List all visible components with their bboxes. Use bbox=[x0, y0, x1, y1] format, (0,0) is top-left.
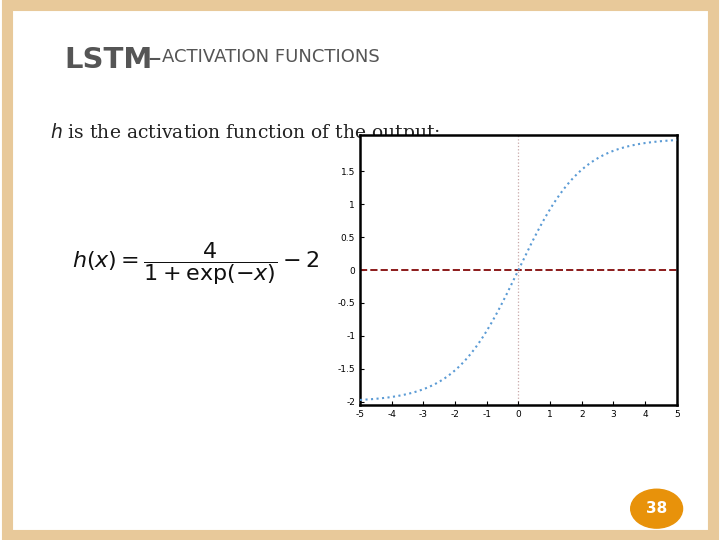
Text: $h(x) = \dfrac{4}{1 + \exp(-x)} - 2$: $h(x) = \dfrac{4}{1 + \exp(-x)} - 2$ bbox=[72, 240, 320, 287]
Text: ACTIVATION FUNCTIONS: ACTIVATION FUNCTIONS bbox=[162, 48, 379, 65]
Text: LSTM: LSTM bbox=[65, 46, 153, 74]
Circle shape bbox=[631, 489, 683, 528]
Text: 38: 38 bbox=[646, 501, 667, 516]
Text: –: – bbox=[140, 46, 170, 72]
Text: $h$ is the activation function of the output:: $h$ is the activation function of the ou… bbox=[50, 122, 441, 145]
